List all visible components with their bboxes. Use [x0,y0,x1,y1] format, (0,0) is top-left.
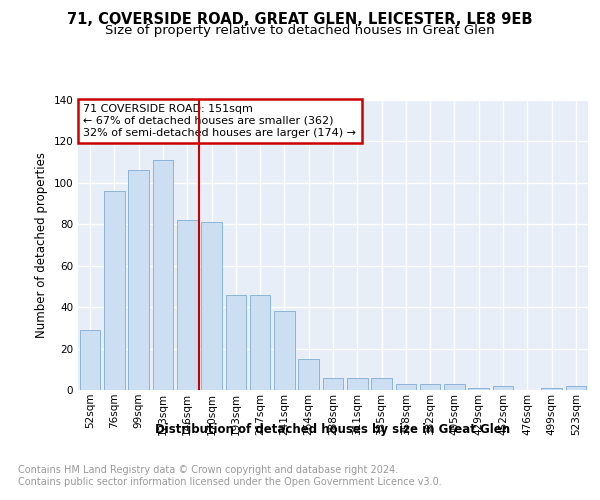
Text: 71 COVERSIDE ROAD: 151sqm
← 67% of detached houses are smaller (362)
32% of semi: 71 COVERSIDE ROAD: 151sqm ← 67% of detac… [83,104,356,138]
Text: Distribution of detached houses by size in Great Glen: Distribution of detached houses by size … [155,422,511,436]
Bar [201,222,222,390]
Bar [104,191,125,390]
Bar [250,294,271,390]
Bar [323,378,343,390]
Y-axis label: Number of detached properties: Number of detached properties [35,152,48,338]
Bar [420,384,440,390]
Bar [347,378,368,390]
Bar [493,386,514,390]
Bar [152,160,173,390]
Text: 71, COVERSIDE ROAD, GREAT GLEN, LEICESTER, LE8 9EB: 71, COVERSIDE ROAD, GREAT GLEN, LEICESTE… [67,12,533,28]
Bar [298,359,319,390]
Text: Contains HM Land Registry data © Crown copyright and database right 2024.
Contai: Contains HM Land Registry data © Crown c… [18,465,442,486]
Bar [80,330,100,390]
Bar [469,388,489,390]
Bar [371,378,392,390]
Text: Size of property relative to detached houses in Great Glen: Size of property relative to detached ho… [105,24,495,37]
Bar [566,386,586,390]
Bar [177,220,197,390]
Bar [541,388,562,390]
Bar [128,170,149,390]
Bar [395,384,416,390]
Bar [226,294,246,390]
Bar [274,312,295,390]
Bar [444,384,465,390]
